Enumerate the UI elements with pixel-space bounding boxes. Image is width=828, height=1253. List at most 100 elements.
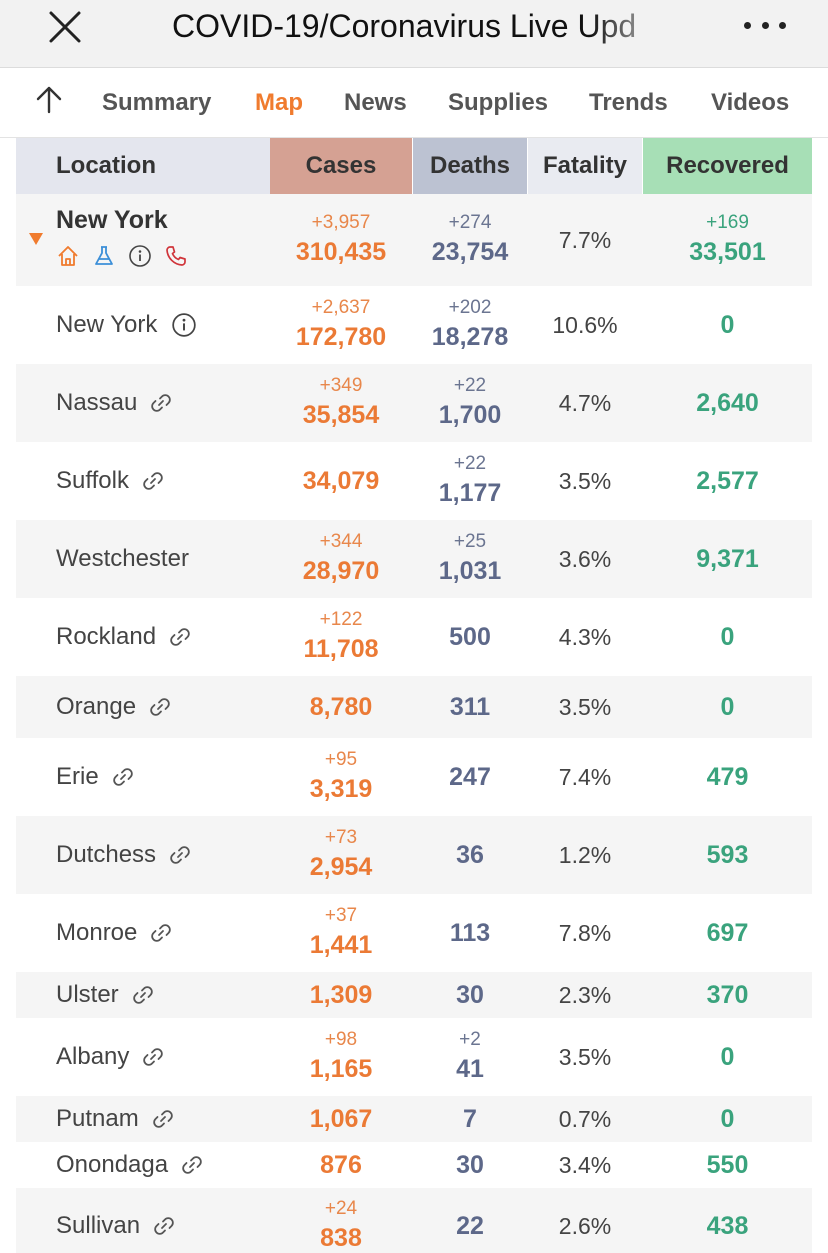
link-icon[interactable]: [131, 983, 155, 1007]
recovered-total: 550: [706, 1151, 749, 1179]
table-row[interactable]: Ulster 1,309 30 2.3% 370: [16, 972, 812, 1018]
state-row[interactable]: New York +3,957 310,435 +274 23,754 7.7%: [16, 194, 812, 286]
tab-bar: Summary Map News Supplies Trends Videos: [0, 68, 828, 138]
location-name[interactable]: Albany: [56, 1043, 130, 1070]
location-name[interactable]: Westchester: [56, 545, 189, 572]
tab-news[interactable]: News: [344, 89, 407, 116]
more-options-icon[interactable]: [740, 8, 790, 42]
table-row[interactable]: Sullivan +24 838 22 2.6% 438: [16, 1188, 812, 1253]
table-row[interactable]: Erie +95 3,319 247 7.4% 479: [16, 738, 812, 816]
fatality-rate: 4.7%: [558, 389, 612, 416]
cases-cell: +95 3,319: [270, 738, 412, 816]
column-header-deaths[interactable]: Deaths: [413, 138, 527, 194]
scroll-top-icon[interactable]: [34, 84, 64, 116]
location-name[interactable]: Onondaga: [56, 1151, 169, 1178]
table-row[interactable]: Monroe +37 1,441 113 7.8% 697: [16, 894, 812, 972]
table-row[interactable]: Nassau +349 35,854 +22 1,700 4.7% 2,640: [16, 364, 812, 442]
recovered-total: 370: [706, 981, 749, 1009]
fatality-rate: 3.4%: [558, 1151, 612, 1178]
link-icon[interactable]: [149, 391, 173, 415]
info-icon[interactable]: [128, 244, 152, 268]
fatality-rate: 4.3%: [558, 623, 612, 650]
link-icon[interactable]: [141, 1045, 165, 1069]
link-icon[interactable]: [152, 1214, 176, 1238]
table-row[interactable]: Suffolk 34,079 +22 1,177 3.5% 2,577: [16, 442, 812, 520]
location-name[interactable]: Erie: [56, 763, 99, 790]
link-icon[interactable]: [168, 843, 192, 867]
table-row[interactable]: Onondaga 876 30 3.4% 550: [16, 1142, 812, 1188]
link-icon[interactable]: [151, 1107, 175, 1131]
cases-delta: +24: [324, 1198, 358, 1219]
cases-total: 2,954: [309, 853, 373, 881]
fatality-cell: 3.5%: [528, 676, 642, 738]
tab-supplies[interactable]: Supplies: [448, 89, 549, 116]
column-header-recovered[interactable]: Recovered: [643, 138, 812, 194]
cases-cell: +98 1,165: [270, 1018, 412, 1096]
tab-summary[interactable]: Summary: [102, 89, 212, 116]
table-row[interactable]: Westchester +344 28,970 +25 1,031 3.6% 9,371: [16, 520, 812, 598]
table-row[interactable]: Rockland +122 11,708 500 4.3% 0: [16, 598, 812, 676]
deaths-total: 22: [456, 1212, 484, 1240]
flask-icon[interactable]: [92, 244, 116, 268]
cases-cell: 1,067: [270, 1096, 412, 1142]
deaths-delta: +2: [459, 1029, 481, 1050]
cases-delta: +122: [319, 609, 363, 630]
deaths-delta: +22: [453, 453, 487, 474]
column-header-cases[interactable]: Cases: [270, 138, 412, 194]
deaths-delta: +274: [448, 212, 492, 233]
link-icon[interactable]: [111, 765, 135, 789]
recovered-cell: 438: [643, 1188, 812, 1253]
caret-down-icon[interactable]: [28, 232, 44, 246]
location-name[interactable]: Putnam: [56, 1105, 139, 1132]
phone-icon[interactable]: [164, 244, 188, 268]
location-cell: Rockland: [16, 598, 270, 676]
location-cell: Erie: [16, 738, 270, 816]
cases-cell: +24 838: [270, 1188, 412, 1253]
location-name[interactable]: Suffolk: [56, 467, 129, 494]
cases-total: 35,854: [302, 401, 380, 429]
recovered-total: 593: [706, 841, 749, 869]
location-name[interactable]: Monroe: [56, 919, 138, 946]
link-icon[interactable]: [149, 921, 173, 945]
location-cell: Dutchess: [16, 816, 270, 894]
cases-cell: +349 35,854: [270, 364, 412, 442]
table-row[interactable]: Dutchess +73 2,954 36 1.2% 593: [16, 816, 812, 894]
link-icon[interactable]: [180, 1153, 204, 1177]
fatality-rate: 3.5%: [558, 467, 612, 494]
column-header-fatality[interactable]: Fatality: [528, 138, 642, 194]
recovered-cell: 9,371: [643, 520, 812, 598]
link-icon[interactable]: [168, 625, 192, 649]
column-header-location[interactable]: Location: [16, 138, 270, 194]
info-icon[interactable]: [171, 312, 197, 338]
recovered-cell: 0: [643, 286, 812, 364]
tab-map[interactable]: Map: [255, 89, 303, 116]
location-name[interactable]: Nassau: [56, 389, 138, 416]
fatality-cell: 2.3%: [528, 972, 642, 1018]
deaths-total: 36: [456, 841, 484, 869]
state-location-cell: New York: [16, 194, 270, 286]
home-icon[interactable]: [56, 244, 80, 268]
fatality-cell: 7.8%: [528, 894, 642, 972]
location-name[interactable]: Dutchess: [56, 841, 157, 868]
tab-trends[interactable]: Trends: [589, 89, 668, 116]
table-row[interactable]: Orange 8,780 311 3.5% 0: [16, 676, 812, 738]
tab-videos[interactable]: Videos: [711, 89, 790, 116]
table-row[interactable]: Putnam 1,067 7 0.7% 0: [16, 1096, 812, 1142]
location-cell: Sullivan: [16, 1188, 270, 1253]
link-icon[interactable]: [141, 469, 165, 493]
location-name[interactable]: Ulster: [56, 981, 119, 1008]
table-row[interactable]: Albany +98 1,165 +2 41 3.5% 0: [16, 1018, 812, 1096]
cases-total: 1,165: [309, 1055, 373, 1083]
location-name[interactable]: Sullivan: [56, 1212, 141, 1239]
location-name[interactable]: Orange: [56, 693, 137, 720]
location-name[interactable]: Rockland: [56, 623, 157, 650]
deaths-total: 7: [463, 1105, 477, 1133]
cases-total: 838: [320, 1224, 362, 1252]
recovered-total: 0: [720, 311, 735, 339]
table-row[interactable]: New York +2,637 172,780 +202 18,278 10.6% 0: [16, 286, 812, 364]
cases-delta: +349: [319, 375, 363, 396]
fatality-cell: 0.7%: [528, 1096, 642, 1142]
location-name[interactable]: New York: [56, 311, 158, 338]
close-icon[interactable]: [46, 8, 84, 46]
link-icon[interactable]: [148, 695, 172, 719]
